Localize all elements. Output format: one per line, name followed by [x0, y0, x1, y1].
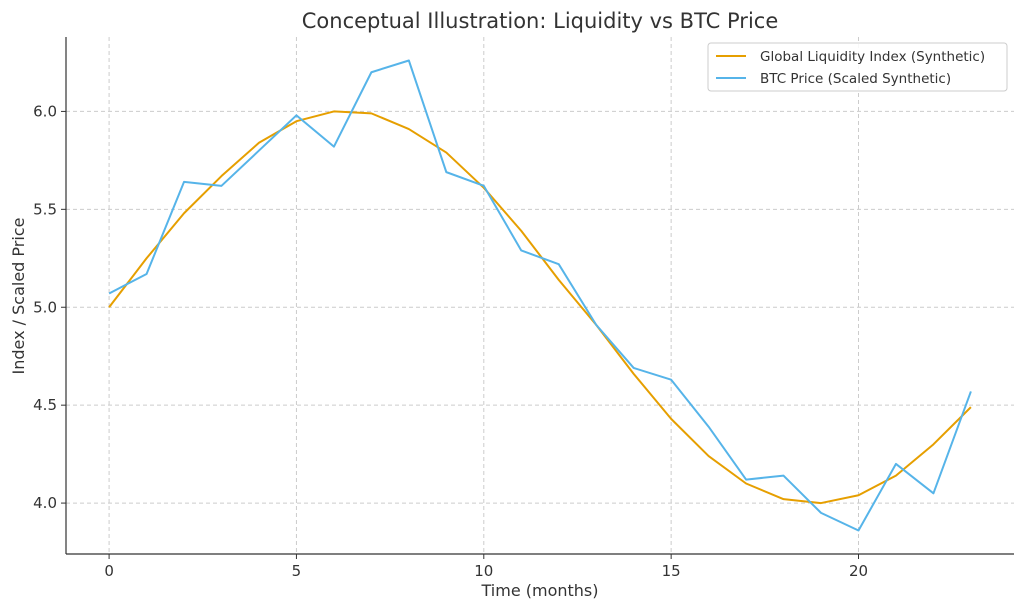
ticks: 0 5 10 15 20 4.0 4.5 5.0 5.5 6.0 [33, 102, 868, 580]
legend: Global Liquidity Index (Synthetic) BTC P… [707, 42, 1008, 92]
chart-title: Conceptual Illustration: Liquidity vs BT… [302, 9, 779, 33]
x-tick-label: 20 [849, 562, 868, 580]
y-tick-label: 4.0 [33, 494, 57, 512]
grid [66, 37, 1014, 554]
legend-label-liquidity: Global Liquidity Index (Synthetic) [760, 49, 985, 65]
x-tick-label: 10 [474, 562, 493, 580]
y-axis-label: Index / Scaled Price [9, 218, 28, 375]
y-tick-label: 4.5 [33, 396, 57, 414]
x-tick-label: 5 [292, 562, 302, 580]
series-lines [108, 59, 972, 532]
series-line-liquidity [108, 110, 972, 505]
legend-box [707, 42, 1008, 92]
y-tick-label: 5.0 [33, 298, 57, 316]
x-tick-label: 0 [104, 562, 114, 580]
legend-label-btc: BTC Price (Scaled Synthetic) [760, 71, 951, 87]
x-axis-label: Time (months) [481, 581, 599, 600]
y-tick-label: 6.0 [33, 102, 57, 120]
y-tick-label: 5.5 [33, 200, 57, 218]
series-line-btc [108, 59, 972, 532]
x-tick-label: 15 [662, 562, 681, 580]
